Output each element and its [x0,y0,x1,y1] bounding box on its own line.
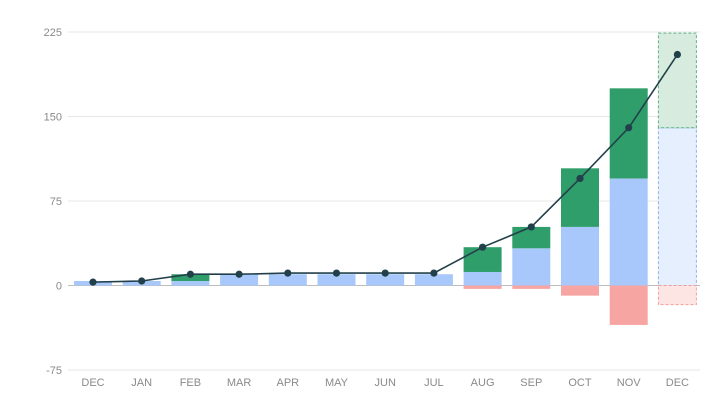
trend-point [235,270,243,278]
bar-base [171,280,210,286]
bar-base [512,248,551,286]
x-tick-label: OCT [568,377,592,389]
x-tick-label: JUL [424,377,444,389]
trend-point [479,243,487,251]
x-tick-label: MAR [227,377,252,389]
x-axis-ticks: DEC JAN FEB MAR APR MAY JUN JUL AUG SEP OCT NOV DEC [81,377,689,389]
trend-line [89,50,682,286]
grid-lines [68,31,700,371]
x-tick-label: DEC [81,377,104,389]
x-tick-label: SEP [520,377,542,389]
y-tick-label: 150 [44,112,62,124]
trend-point [332,269,341,277]
bar-base [561,226,599,286]
y-tick-label: 0 [56,281,62,293]
y-tick-label: -75 [46,365,62,377]
trend-point [89,278,97,286]
x-tick-label: NOV [617,377,642,389]
bar-gain [657,32,697,129]
x-tick-label: JUN [375,377,396,389]
bar-loss [512,285,551,289]
bar-gain [609,88,648,179]
x-tick-label: FEB [180,377,201,389]
trend-point [186,270,194,278]
trend-point [138,277,146,285]
bar-loss [609,285,648,325]
bar-base [268,274,307,286]
bar-loss [463,285,502,289]
bar-base [463,271,502,286]
bar-base [317,274,356,286]
x-tick-label: AUG [471,377,495,389]
trend-point [284,269,292,277]
trend-point [527,223,535,231]
x-tick-label: MAY [325,377,349,389]
y-axis-ticks: 225 150 75 0 -75 [44,27,62,377]
bar-loss [657,285,697,306]
trend-point [673,50,682,59]
bars [74,32,697,325]
x-tick-label: JAN [131,377,152,389]
bar-base [366,274,405,286]
bar-base [609,178,648,286]
bar-gain [512,226,551,249]
bar-base [414,274,453,286]
bar-gain [463,247,502,272]
trend-point [625,124,633,132]
x-tick-label: APR [276,377,299,389]
trend-point [381,269,389,277]
y-tick-label: 225 [44,27,62,39]
bar-loss [561,285,599,296]
bar-base [220,274,259,286]
bar-base [657,127,697,287]
trend-point [430,269,438,277]
trend-point [576,174,584,183]
x-tick-label: DEC [666,377,689,389]
y-tick-label: 75 [50,196,62,208]
